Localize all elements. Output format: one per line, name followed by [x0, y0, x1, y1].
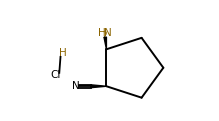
Text: H: H	[98, 28, 106, 38]
Text: Cl: Cl	[50, 70, 61, 80]
Polygon shape	[91, 85, 106, 88]
Polygon shape	[104, 37, 106, 49]
Text: N: N	[72, 81, 80, 91]
Text: 2: 2	[102, 31, 107, 40]
Text: H: H	[59, 48, 67, 58]
Text: N: N	[104, 28, 112, 38]
